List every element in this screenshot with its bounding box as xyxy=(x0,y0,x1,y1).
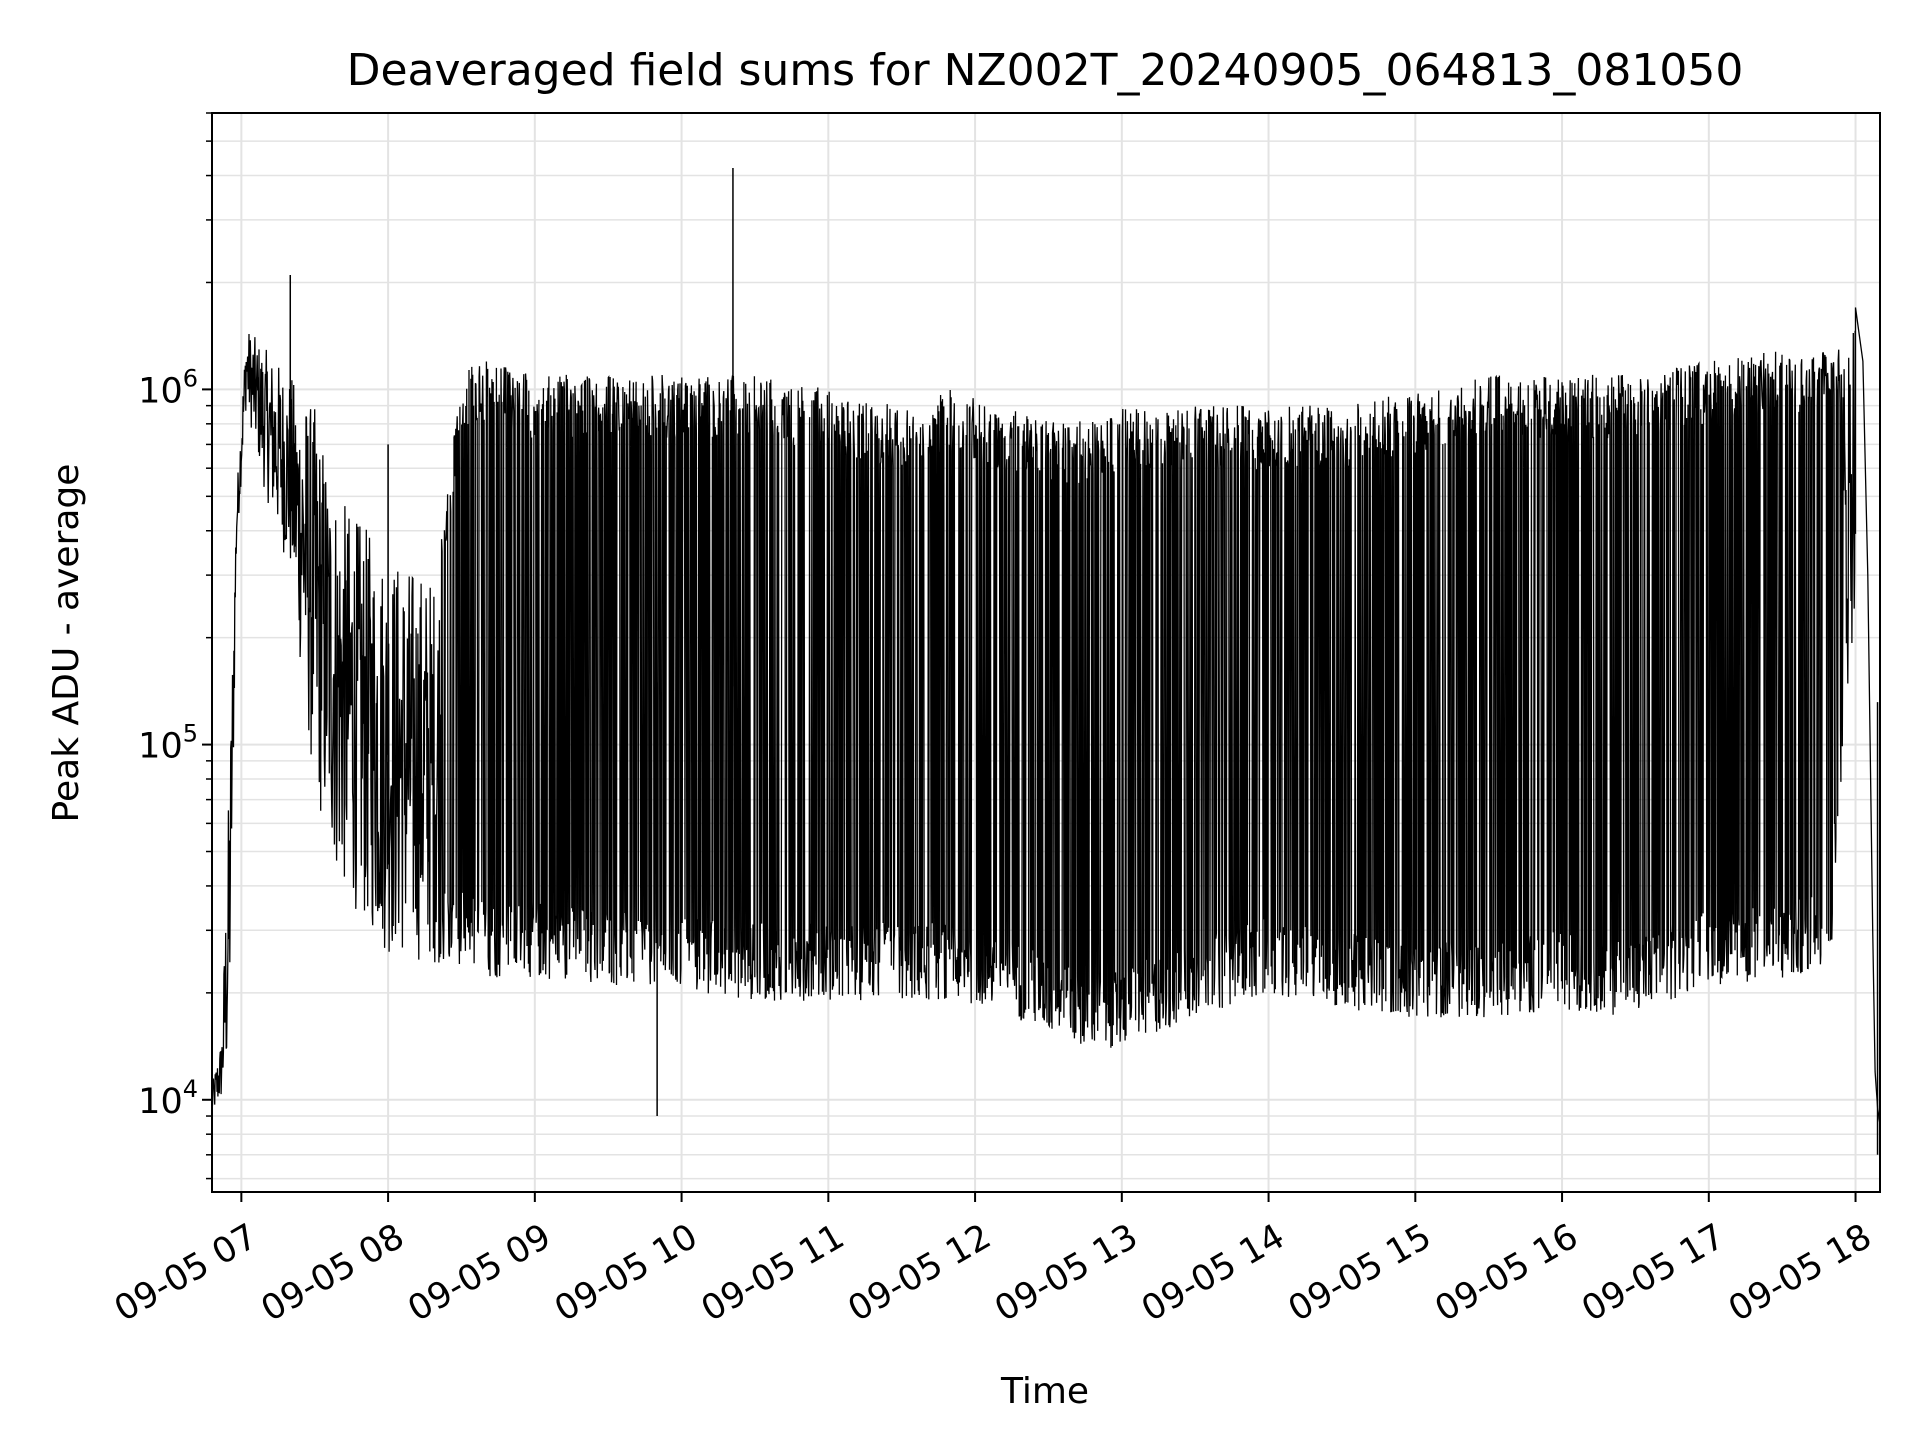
x-tick-label: 09-05 16 xyxy=(1429,1217,1585,1330)
x-tick-label: 09-05 13 xyxy=(988,1217,1144,1330)
x-tick-label: 09-05 18 xyxy=(1722,1217,1878,1330)
y-tick-exponent: 4 xyxy=(183,1075,198,1103)
y-tick-base: 10 xyxy=(138,1082,183,1122)
x-axis-label: Time xyxy=(1000,1371,1089,1412)
y-axis-label: Peak ADU - average xyxy=(46,464,87,823)
x-tick-label: 09-05 12 xyxy=(842,1217,998,1330)
plot-frame xyxy=(211,112,1881,1193)
y-tick-label: 106 xyxy=(138,364,198,411)
x-tick-label: 09-05 07 xyxy=(108,1217,264,1330)
y-tick-base: 10 xyxy=(138,371,183,411)
x-tick-label: 09-05 09 xyxy=(401,1217,557,1330)
plot-area xyxy=(211,168,1881,1155)
x-tick-label: 09-05 15 xyxy=(1282,1217,1438,1330)
y-tick-base: 10 xyxy=(138,727,183,767)
y-tick-exponent: 6 xyxy=(183,364,198,392)
axes xyxy=(211,112,1881,1193)
x-tick-label: 09-05 17 xyxy=(1575,1217,1731,1330)
data-series-line xyxy=(211,307,1881,1125)
x-tick-label: 09-05 14 xyxy=(1135,1217,1291,1330)
y-tick-label: 105 xyxy=(138,720,198,767)
x-tick-label: 09-05 10 xyxy=(548,1217,704,1330)
y-tick-label: 104 xyxy=(138,1075,198,1122)
x-tick-label: 09-05 11 xyxy=(695,1217,851,1330)
x-tick-label: 09-05 08 xyxy=(255,1217,411,1330)
chart-title: Deaveraged field sums for NZ002T_2024090… xyxy=(347,45,1744,96)
y-tick-exponent: 5 xyxy=(183,720,198,748)
